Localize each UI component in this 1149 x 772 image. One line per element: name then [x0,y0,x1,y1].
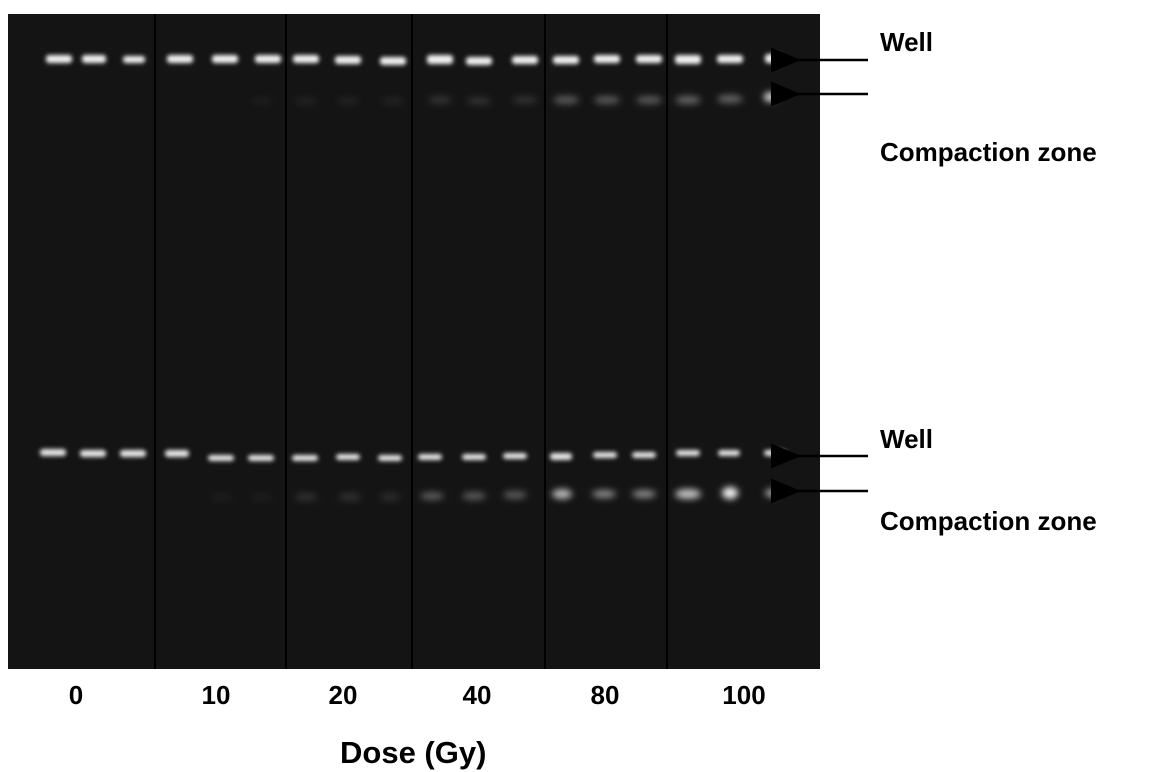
well-band [553,56,579,64]
well-band [248,455,274,461]
compaction-band [212,494,232,500]
compaction-band [675,489,701,499]
well-band [503,453,527,459]
compaction-band [503,491,527,499]
compaction-band [428,96,452,104]
compaction-band [295,98,317,104]
label-bottom-compaction-zone: Compaction zone [880,506,1097,536]
well-band [718,450,740,456]
compaction-band [380,493,400,501]
well-band [765,54,781,63]
lane-dividers [154,14,668,669]
well-band [165,450,189,457]
compaction-band [420,492,444,500]
well-band [40,449,66,456]
dose-label: 10 [201,680,231,710]
well-band [123,56,145,63]
bottom-compaction-bands [212,487,779,501]
well-band [632,452,656,458]
well-band [293,55,319,63]
compaction-band [382,98,404,104]
compaction-band [462,492,486,500]
annotation-arrows [771,47,868,504]
gel-background [8,14,820,669]
well-band [167,55,193,63]
well-band [550,453,572,460]
compaction-band [252,98,272,104]
dose-label: 0 [68,680,84,710]
well-band [255,55,281,63]
dose-label: 20 [328,680,358,710]
well-band [466,57,492,65]
well-band [764,450,786,456]
dose-label: 100 [722,680,766,710]
well-band [335,56,361,64]
compaction-band [675,96,701,104]
well-band [462,454,486,460]
compaction-band [467,97,491,105]
well-band [80,450,106,457]
compaction-band [295,493,317,501]
well-band [676,450,700,456]
compaction-band [717,95,743,103]
label-top-well: Well [880,27,933,57]
well-band [292,455,318,461]
well-band [512,56,538,64]
compaction-band [765,489,779,497]
well-band [427,55,453,64]
compaction-band [722,487,738,499]
well-band [46,55,72,63]
compaction-band [337,98,359,104]
bottom-well-bands [40,449,786,461]
compaction-band [252,494,272,500]
axis-title: Dose (Gy) [340,735,487,770]
top-well-bands [46,54,781,65]
well-band [717,55,743,63]
well-band [208,455,234,461]
compaction-band [592,490,616,498]
compaction-band [632,490,656,498]
compaction-band [552,489,572,499]
compaction-band [594,96,620,104]
well-band [594,55,620,63]
well-band [418,454,442,460]
well-band [380,57,406,65]
top-compaction-bands [252,92,776,105]
label-top-compaction-zone: Compaction zone [880,137,1097,167]
well-band [212,55,238,63]
well-band [675,55,701,64]
compaction-band [636,96,662,104]
dose-label: 80 [590,680,620,710]
compaction-band [513,96,537,104]
label-bottom-well: Well [880,424,933,454]
compaction-band [764,92,776,102]
well-band [593,452,617,458]
dose-label: 40 [462,680,492,710]
well-band [336,454,360,460]
well-band [636,55,662,63]
well-band [82,55,106,63]
compaction-band [339,493,361,501]
compaction-band [553,96,579,104]
well-band [378,455,402,461]
well-band [120,450,146,457]
